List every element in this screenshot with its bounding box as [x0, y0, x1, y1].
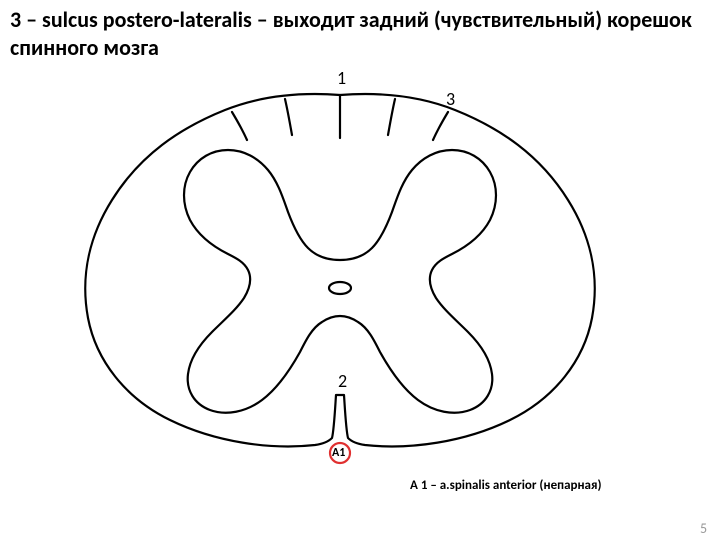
posterior-sulcus-left — [285, 99, 292, 135]
a1-marker — [330, 443, 350, 463]
posterior-sulcus-right — [388, 99, 395, 135]
central-canal — [329, 282, 351, 294]
posterolateral-sulcus-right — [433, 112, 448, 140]
posterolateral-sulcus-left — [232, 112, 247, 140]
outer-contour — [85, 94, 594, 446]
spinal-cord-diagram — [0, 0, 720, 540]
